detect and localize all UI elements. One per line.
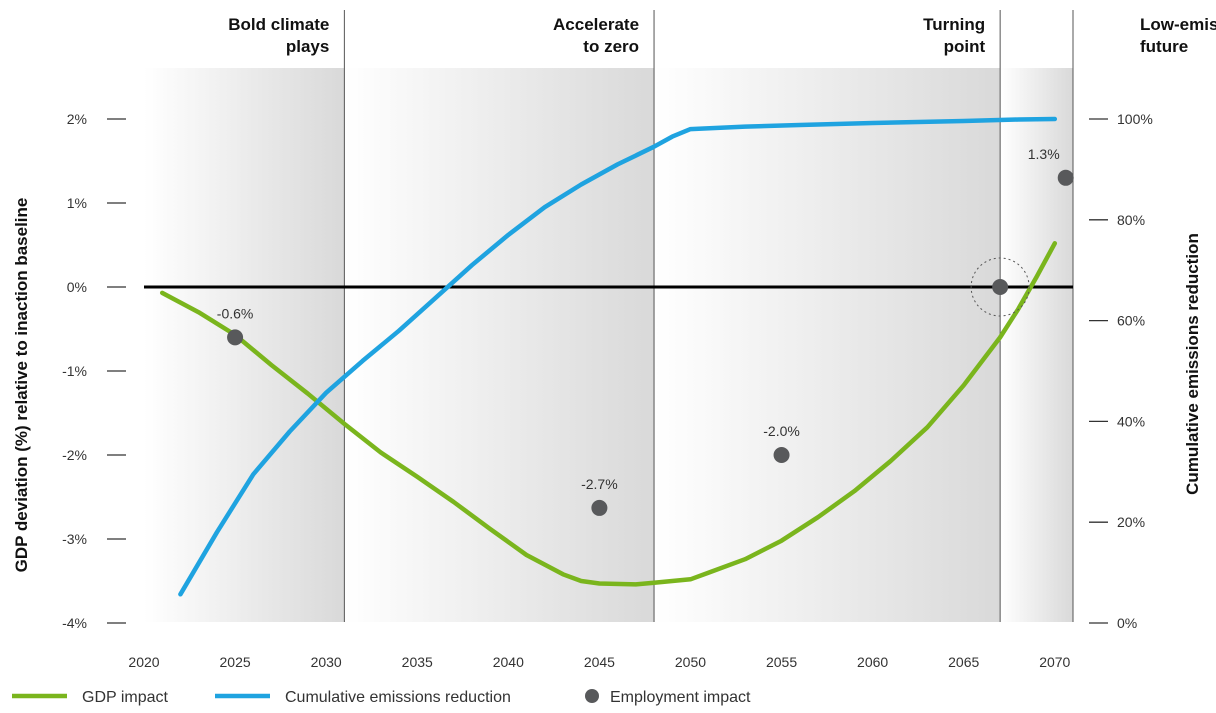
x-axis: 2020 2025 2030 2035 2040 2045 2050 2055 2060 2065… xyxy=(128,654,1070,670)
phase-label: Accelerate to zero xyxy=(553,15,639,56)
employment-dot xyxy=(1057,169,1074,186)
right-tick-label: 60% xyxy=(1117,313,1145,329)
left-tick-label: 0% xyxy=(67,279,87,295)
right-tick-label: 0% xyxy=(1117,615,1137,631)
phase-backgrounds xyxy=(144,68,1073,622)
legend-label: Cumulative emissions reduction xyxy=(285,689,511,706)
employment-label: -2.7% xyxy=(581,476,618,492)
employment-label: -0.6% xyxy=(217,305,254,321)
x-tick-label: 2055 xyxy=(766,654,797,670)
left-tick-label: 2% xyxy=(67,111,87,127)
employment-label: -2.0% xyxy=(763,423,800,439)
x-tick-label: 2025 xyxy=(220,654,251,670)
left-axis-title: GDP deviation (%) relative to inaction b… xyxy=(12,198,31,573)
series-line xyxy=(159,241,1058,587)
phase-label: Low-emissionfuture xyxy=(1140,15,1216,56)
series-line xyxy=(178,116,1058,597)
employment-dots: -0.6% -2.7% -2.0% 1.3% xyxy=(217,146,1074,516)
right-tick-label: 40% xyxy=(1117,413,1145,429)
phase-label: Bold climate plays xyxy=(228,15,329,56)
phase-band xyxy=(344,68,655,622)
left-tick-label: -1% xyxy=(62,363,87,379)
legend-label: Employment impact xyxy=(610,689,751,706)
left-tick-label: 1% xyxy=(67,195,87,211)
legend-swatch xyxy=(585,689,599,703)
x-tick-label: 2065 xyxy=(948,654,979,670)
employment-dot xyxy=(992,279,1009,295)
x-tick-label: 2035 xyxy=(402,654,433,670)
x-tick-label: 2040 xyxy=(493,654,524,670)
x-tick-label: 2045 xyxy=(584,654,615,670)
series-lines xyxy=(159,116,1058,597)
x-tick-label: 2020 xyxy=(128,654,159,670)
right-tick-label: 20% xyxy=(1117,514,1145,530)
legend-label: GDP impact xyxy=(82,689,169,706)
x-tick-label: 2060 xyxy=(857,654,888,670)
left-tick-label: -3% xyxy=(62,531,87,547)
phase-labels: Bold climate plays Accelerate to zero Turnin… xyxy=(228,15,1216,56)
employment-dot xyxy=(227,329,244,346)
phase-band xyxy=(1000,68,1073,622)
employment-dot xyxy=(773,447,790,463)
phase-label: Turning point xyxy=(923,15,985,56)
phase-band xyxy=(654,68,1001,622)
left-tick-label: -2% xyxy=(62,447,87,463)
turning-point-marker xyxy=(970,257,1030,317)
right-axis: 100% 80% 60% 40% 20% 0% xyxy=(1089,111,1153,631)
x-tick-label: 2030 xyxy=(311,654,342,670)
employment-label: 1.3% xyxy=(1028,146,1060,162)
left-axis: 2% 1% 0% -1% -2% -3% -4% xyxy=(62,111,126,631)
x-tick-label: 2050 xyxy=(675,654,706,670)
employment-dot xyxy=(591,499,608,516)
right-tick-label: 100% xyxy=(1117,111,1153,127)
x-tick-label: 2070 xyxy=(1039,654,1070,670)
right-axis-title: Cumulative emissions reduction xyxy=(1183,233,1202,495)
right-tick-label: 80% xyxy=(1117,212,1145,228)
left-tick-label: -4% xyxy=(62,615,87,631)
legend: GDP impact Cumulative emissions reduction… xyxy=(12,689,751,706)
